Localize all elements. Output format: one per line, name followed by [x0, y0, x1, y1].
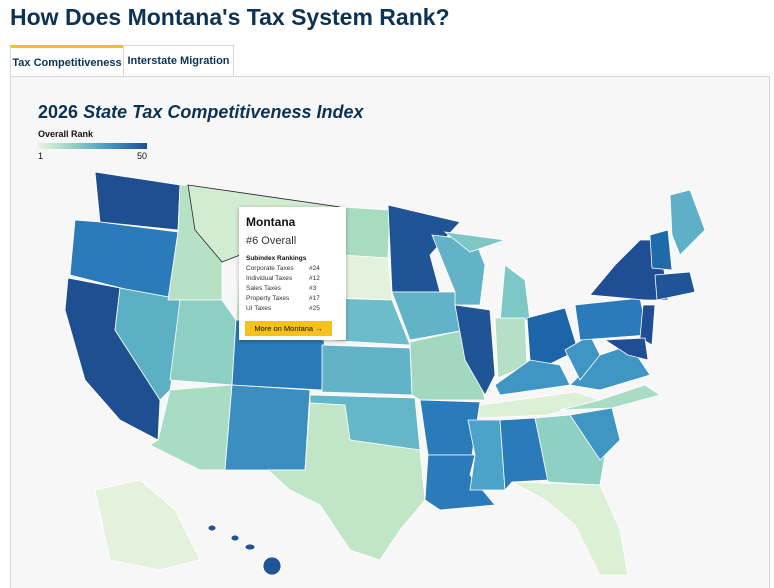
state[interactable] [443, 231, 506, 253]
subindex-rank: #12 [309, 275, 320, 282]
state[interactable] [669, 189, 706, 256]
state[interactable] [603, 337, 649, 361]
tooltip-state: Montana [246, 215, 296, 229]
title-text: State Tax Competitiveness Index [83, 102, 364, 122]
state[interactable] [499, 417, 549, 491]
state[interactable] [230, 534, 240, 542]
state[interactable] [266, 402, 426, 561]
legend-gradient [38, 143, 147, 149]
state[interactable] [224, 384, 311, 471]
subindex-rank: #3 [309, 285, 317, 292]
state[interactable] [339, 206, 391, 259]
subindex-name: Sales Taxes [246, 285, 281, 292]
state[interactable] [649, 229, 673, 271]
state[interactable] [207, 524, 217, 532]
title-year: 2026 [38, 102, 79, 122]
subindex-name: Individual Taxes [246, 275, 293, 282]
state[interactable] [511, 481, 629, 576]
map-title: 2026 State Tax Competitiveness Index [38, 102, 364, 123]
subindex-rank: #24 [309, 265, 320, 272]
state[interactable] [574, 297, 649, 341]
state[interactable] [454, 304, 496, 396]
legend-min: 1 [38, 151, 44, 161]
state[interactable] [467, 419, 506, 491]
legend-title: Overall Rank [38, 129, 94, 139]
state[interactable] [654, 271, 696, 301]
tab[interactable]: Tax Competitiveness [10, 45, 124, 76]
more-button[interactable]: More on Montana → [245, 321, 332, 336]
state[interactable] [387, 204, 461, 293]
tooltip: Montana #6 Overall Subindex Rankings Cor… [239, 207, 346, 340]
state[interactable] [559, 384, 661, 411]
subindex-rank: #17 [309, 295, 320, 302]
subindex-name: Corporate Taxes [246, 265, 294, 272]
state[interactable] [499, 264, 531, 323]
state[interactable] [494, 359, 571, 396]
state[interactable] [244, 543, 256, 551]
state[interactable] [262, 556, 282, 576]
state[interactable] [94, 171, 181, 231]
state[interactable] [569, 407, 621, 461]
state[interactable] [169, 299, 237, 386]
tooltip-subtitle: Subindex Rankings [246, 255, 307, 262]
page-title: How Does Montana's Tax System Rank? [10, 4, 450, 30]
legend-max: 50 [137, 151, 148, 161]
state[interactable] [639, 304, 656, 346]
subindex-name: Property Taxes [246, 295, 290, 302]
tab[interactable]: Interstate Migration [123, 45, 234, 76]
state[interactable] [321, 344, 413, 396]
state[interactable] [94, 479, 201, 571]
state[interactable] [534, 414, 606, 486]
subindex-rank: #25 [309, 305, 320, 312]
state[interactable] [339, 254, 393, 301]
tooltip-overall: #6 Overall [246, 235, 297, 247]
subindex-name: UI Taxes [246, 305, 272, 312]
